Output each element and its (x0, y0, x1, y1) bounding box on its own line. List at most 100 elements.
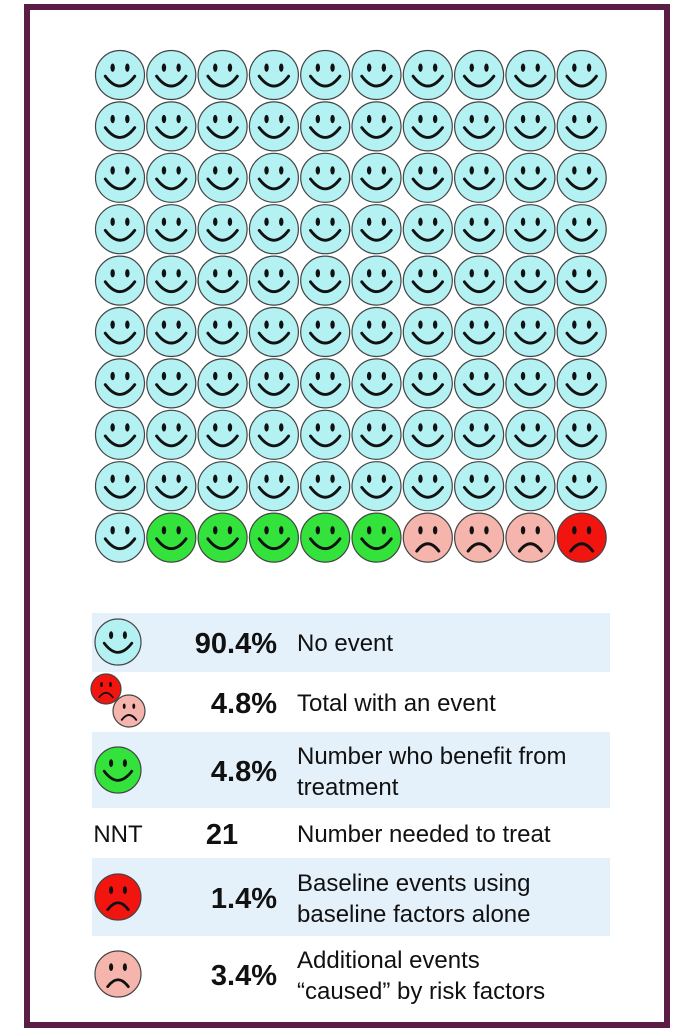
face-icon (505, 461, 556, 512)
face-icon (402, 409, 453, 460)
face-icon (197, 255, 248, 306)
face-icon (248, 512, 299, 563)
legend-value: 21 (206, 819, 238, 851)
face-icon (402, 101, 453, 152)
face-icon (300, 152, 351, 203)
face-icon (300, 255, 351, 306)
face-icon (248, 255, 299, 306)
face-icon (402, 461, 453, 512)
legend-symbol: NNT (93, 821, 143, 848)
face-icon (94, 512, 146, 563)
face-icon (300, 512, 351, 563)
face-icon (351, 152, 402, 203)
legend-icon (94, 618, 142, 666)
face-icon (505, 409, 556, 460)
face-icon (556, 255, 607, 306)
face-icon (556, 461, 607, 512)
face-icon (454, 101, 505, 152)
face-icon (197, 49, 248, 101)
face-icon (248, 101, 299, 152)
face-icon (402, 49, 453, 101)
legend-label: No event (297, 630, 393, 657)
face-icon (248, 409, 299, 460)
face-icon (146, 358, 197, 409)
face-icon (402, 255, 453, 306)
face-icon (351, 255, 402, 306)
face-icon (146, 306, 197, 358)
face-icon (351, 358, 402, 409)
face-icon (197, 461, 248, 512)
face-icon (248, 306, 299, 358)
face-icon (248, 152, 299, 203)
face-icon (94, 306, 146, 358)
face-icon (556, 358, 607, 409)
legend-icon (94, 873, 142, 921)
face-icon (556, 512, 607, 563)
face-icon (197, 101, 248, 152)
legend-value: 1.4% (211, 883, 277, 915)
face-icon (146, 204, 197, 255)
face-icon (454, 49, 505, 101)
face-icon (94, 204, 146, 255)
face-icon (94, 255, 146, 306)
face-icon (402, 512, 453, 563)
face-icon (146, 409, 197, 460)
face-icon (197, 512, 248, 563)
face-icon (454, 255, 505, 306)
face-icon (351, 204, 402, 255)
face-icon (94, 358, 146, 409)
face-icon (300, 358, 351, 409)
face-icon (248, 204, 299, 255)
face-icon (197, 409, 248, 460)
face-icon (556, 152, 607, 203)
face-icon (402, 152, 453, 203)
face-icon (505, 204, 556, 255)
face-icon (505, 49, 556, 101)
legend-value: 3.4% (211, 960, 277, 992)
face-icon (248, 461, 299, 512)
face-icon (505, 512, 556, 563)
face-icon (197, 152, 248, 203)
face-icon (146, 152, 197, 203)
face-icon (300, 306, 351, 358)
legend-value: 4.8% (211, 756, 277, 788)
face-icon (300, 101, 351, 152)
face-icon (94, 152, 146, 203)
legend-value: 4.8% (211, 688, 277, 720)
face-icon (454, 461, 505, 512)
legend-value: 90.4% (195, 628, 277, 660)
face-icon (248, 358, 299, 409)
face-icon (556, 409, 607, 460)
face-icon (197, 204, 248, 255)
face-icon (556, 306, 607, 358)
legend-label: Additional events “caused” by risk factor… (297, 947, 545, 1005)
legend-icon (90, 673, 122, 705)
face-icon (146, 512, 197, 563)
face-icon (146, 461, 197, 512)
face-icon (505, 101, 556, 152)
face-icon (402, 306, 453, 358)
face-icon (300, 204, 351, 255)
face-icon (402, 358, 453, 409)
face-icon (146, 101, 197, 152)
face-icon (505, 152, 556, 203)
legend-icon (112, 694, 146, 728)
face-icon (505, 358, 556, 409)
face-icon (556, 49, 607, 101)
face-icon (556, 204, 607, 255)
legend-background (92, 613, 610, 936)
legend-label: Number needed to treat (297, 821, 551, 848)
face-icon (248, 49, 299, 101)
face-icon (94, 461, 146, 512)
legend-label: Baseline events using baseline factors al… (297, 870, 530, 928)
face-icon (351, 306, 402, 358)
face-icon (454, 204, 505, 255)
face-icon (300, 409, 351, 460)
face-icon (197, 306, 248, 358)
face-icon (94, 101, 146, 152)
face-icon (146, 255, 197, 306)
face-icon (454, 306, 505, 358)
legend-icon (94, 746, 142, 794)
face-icon (351, 409, 402, 460)
face-icon (454, 512, 505, 563)
